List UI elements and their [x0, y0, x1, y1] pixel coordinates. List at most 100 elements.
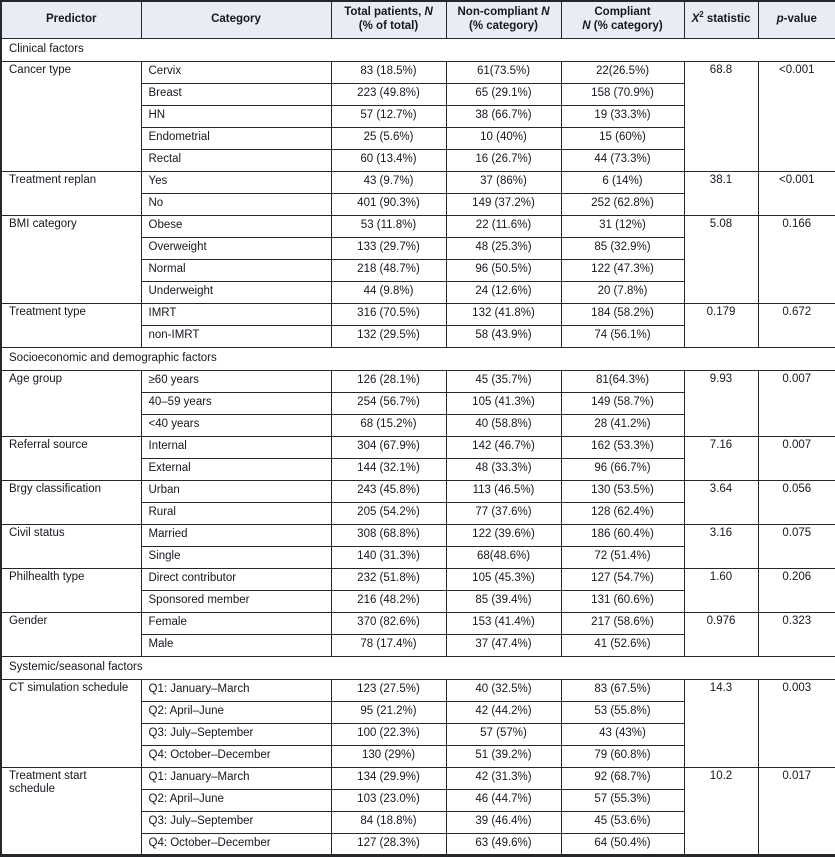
compliant-cell: 184 (58.2%)	[560, 302, 685, 326]
table-row: Brgy classification Urban 243 (45.8%) 113 (…	[0, 479, 835, 525]
compliant-cell: 158 (70.9%)	[560, 82, 685, 106]
compliant-cell: 127 (54.7%)	[560, 567, 685, 591]
noncompliant-cell: 42 (44.2%)	[445, 700, 562, 724]
category-cell: Internal	[140, 435, 332, 459]
predictor-cell: Treatment replan	[0, 170, 142, 216]
chi-square-cell: 0.976	[683, 611, 759, 657]
table-row: Cancer type Cervix 83 (18.5%) 61(73.5%) 22(2…	[0, 60, 835, 172]
compliant-cell: 41 (52.6%)	[560, 633, 685, 657]
category-cell: <40 years	[140, 413, 332, 437]
predictor-cell: Civil status	[0, 523, 142, 569]
compliant-cell: 45 (53.6%)	[560, 810, 685, 834]
chi-square-cell: 5.08	[683, 214, 759, 304]
total-patients-cell: 308 (68.8%)	[330, 523, 447, 547]
total-patients-cell: 144 (32.1%)	[330, 457, 447, 481]
category-cell: Q3: July–September	[140, 810, 332, 834]
table-row: 40–59 years 254 (56.7%) 105 (41.3%) 149 (58…	[1, 391, 835, 415]
pvalue-cell: 0.672	[757, 302, 835, 348]
category-cell: IMRT	[140, 302, 332, 326]
section-row: Clinical factors	[0, 37, 835, 62]
compliant-cell: 92 (68.7%)	[560, 766, 685, 790]
predictor-cell: Referral source	[0, 435, 142, 481]
pvalue-cell: <0.001	[757, 60, 835, 172]
total-patients-cell: 216 (48.2%)	[330, 589, 447, 613]
compliant-cell: 53 (55.8%)	[560, 700, 685, 724]
noncompliant-cell: 122 (39.6%)	[445, 523, 562, 547]
total-patients-cell: 130 (29%)	[330, 744, 447, 768]
noncompliant-cell: 37 (86%)	[445, 170, 562, 194]
predictor-cell: Treatment start schedule	[0, 766, 142, 856]
total-patients-cell: 401 (90.3%)	[330, 192, 447, 216]
section-row: Socioeconomic and demographic factors	[0, 346, 835, 371]
table-row: Rural 205 (54.2%) 77 (37.6%) 128 (62.4%)	[1, 501, 835, 525]
table-row: Referral source Internal 304 (67.9%) 142 (4…	[0, 435, 835, 481]
column-header-category: Category	[140, 0, 332, 39]
compliant-cell: 128 (62.4%)	[560, 501, 685, 525]
pvalue-cell: 0.166	[757, 214, 835, 304]
compliant-cell: 130 (53.5%)	[560, 479, 685, 503]
category-cell: Yes	[140, 170, 332, 194]
compliant-cell: 79 (60.8%)	[560, 744, 685, 768]
table-row: HN 57 (12.7%) 38 (66.7%) 19 (33.3%)	[1, 104, 835, 128]
total-patients-cell: 133 (29.7%)	[330, 236, 447, 260]
predictor-cell: BMI category	[0, 214, 142, 304]
table-row: Rectal 60 (13.4%) 16 (26.7%) 44 (73.3%)	[1, 148, 835, 172]
noncompliant-cell: 142 (46.7%)	[445, 435, 562, 459]
table-body: Clinical factors Cancer type Cervix 83 (18.…	[0, 37, 835, 856]
category-cell: Q1: January–March	[140, 678, 332, 702]
total-patients-cell: 68 (15.2%)	[330, 413, 447, 437]
category-cell: Q1: January–March	[140, 766, 332, 790]
total-patients-cell: 60 (13.4%)	[330, 148, 447, 172]
noncompliant-cell: 45 (35.7%)	[445, 369, 562, 393]
table-row: Q3: July–September 84 (18.8%) 39 (46.4%) 45…	[1, 810, 835, 834]
category-cell: Single	[140, 545, 332, 569]
noncompliant-cell: 65 (29.1%)	[445, 82, 562, 106]
predictor-cell: Philhealth type	[0, 567, 142, 613]
category-cell: Q3: July–September	[140, 722, 332, 746]
noncompliant-cell: 85 (39.4%)	[445, 589, 562, 613]
compliant-cell: 162 (53.3%)	[560, 435, 685, 459]
compliant-cell: 43 (43%)	[560, 722, 685, 746]
compliant-cell: 64 (50.4%)	[560, 832, 685, 856]
category-cell: Rectal	[140, 148, 332, 172]
header-sublabel: (% category)	[590, 19, 663, 32]
category-cell: Breast	[140, 82, 332, 106]
compliant-cell: 252 (62.8%)	[560, 192, 685, 216]
chi-square-cell: 38.1	[683, 170, 759, 216]
compliant-cell: 31 (12%)	[560, 214, 685, 238]
column-header-predictor: Predictor	[0, 0, 142, 39]
column-header-pvalue: p-value	[757, 0, 835, 39]
total-patients-cell: 78 (17.4%)	[330, 633, 447, 657]
category-cell: Male	[140, 633, 332, 657]
noncompliant-cell: 22 (11.6%)	[445, 214, 562, 238]
category-cell: No	[140, 192, 332, 216]
total-patients-cell: 254 (56.7%)	[330, 391, 447, 415]
table-row: Treatment start schedule Q1: January–Marc…	[0, 766, 835, 856]
noncompliant-cell: 132 (41.8%)	[445, 302, 562, 326]
predictor-cell: CT simulation schedule	[0, 678, 142, 768]
noncompliant-cell: 63 (49.6%)	[445, 832, 562, 856]
table-row: Treatment type IMRT 316 (70.5%) 132 (41.8%)…	[0, 302, 835, 348]
total-patients-cell: 44 (9.8%)	[330, 280, 447, 304]
category-cell: non-IMRT	[140, 324, 332, 348]
total-patients-cell: 126 (28.1%)	[330, 369, 447, 393]
header-label: Predictor	[46, 12, 97, 25]
noncompliant-cell: 10 (40%)	[445, 126, 562, 150]
total-patients-cell: 100 (22.3%)	[330, 722, 447, 746]
category-cell: Obese	[140, 214, 332, 238]
total-patients-cell: 243 (45.8%)	[330, 479, 447, 503]
total-patients-cell: 127 (28.3%)	[330, 832, 447, 856]
compliant-cell: 19 (33.3%)	[560, 104, 685, 128]
italic-x: X	[691, 12, 700, 25]
pvalue-cell: 0.323	[757, 611, 835, 657]
compliant-cell: 83 (67.5%)	[560, 678, 685, 702]
chi-square-cell: 1.60	[683, 567, 759, 613]
header-label: statistic	[703, 12, 751, 25]
total-patients-cell: 132 (29.5%)	[330, 324, 447, 348]
header-label: Total patients,	[344, 6, 425, 19]
compliant-cell: 74 (56.1%)	[560, 324, 685, 348]
total-patients-cell: 84 (18.8%)	[330, 810, 447, 834]
italic-n: N	[424, 6, 433, 19]
chi-square-cell: 68.8	[683, 60, 759, 172]
